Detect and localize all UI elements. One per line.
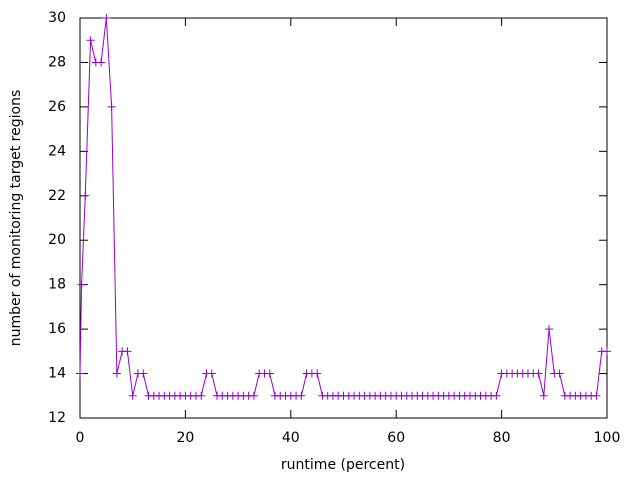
y-tick-label: 18 [48, 277, 66, 293]
x-tick-label: 0 [76, 430, 85, 446]
y-tick-label: 20 [48, 232, 66, 248]
y-tick-label: 22 [48, 188, 66, 204]
point-marker [539, 391, 548, 400]
point-marker [112, 369, 121, 378]
point-marker [249, 391, 258, 400]
point-marker [139, 369, 148, 378]
point-marker [534, 369, 543, 378]
x-tick-label: 80 [493, 430, 511, 446]
point-marker [265, 369, 274, 378]
point-marker [555, 369, 564, 378]
plot-border [79, 17, 608, 419]
point-marker [592, 391, 601, 400]
point-marker [207, 369, 216, 378]
y-tick-label: 12 [48, 410, 66, 426]
point-marker [313, 369, 322, 378]
x-axis-label: runtime (percent) [281, 457, 405, 473]
point-marker [81, 191, 90, 200]
point-marker [76, 369, 84, 378]
point-marker [197, 391, 206, 400]
point-marker [77, 280, 86, 289]
y-tick-label: 24 [48, 143, 66, 159]
point-marker [102, 14, 111, 22]
point-marker [492, 391, 501, 400]
point-marker [86, 36, 95, 45]
y-tick-label: 28 [48, 54, 66, 70]
point-marker [297, 391, 306, 400]
y-tick-label: 30 [48, 10, 66, 26]
x-tick-label: 40 [282, 430, 300, 446]
y-axis-label: number of monitoring target regions [8, 90, 24, 347]
x-tick-label: 60 [387, 430, 405, 446]
point-marker [128, 391, 137, 400]
point-marker [545, 325, 554, 334]
point-marker [97, 58, 106, 67]
point-marker [107, 102, 116, 111]
x-tick-label: 100 [594, 430, 621, 446]
x-tick-label: 20 [176, 430, 194, 446]
y-tick-label: 16 [48, 321, 66, 337]
point-marker [123, 347, 132, 356]
data-line [79, 17, 607, 397]
y-tick-label: 26 [48, 99, 66, 115]
point-marker [603, 347, 611, 356]
y-tick-label: 14 [48, 366, 66, 382]
